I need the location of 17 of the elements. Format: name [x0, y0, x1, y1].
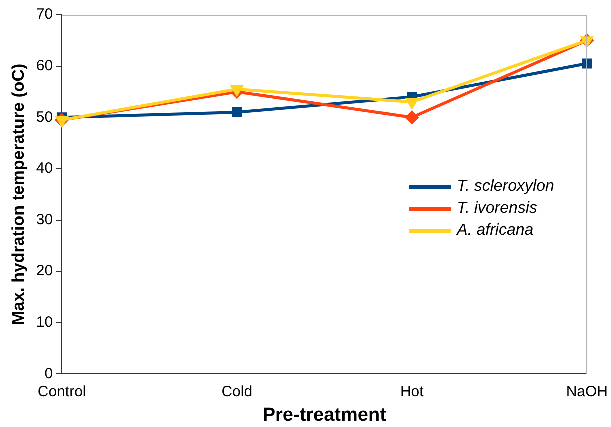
y-tick-label: 50: [36, 108, 54, 126]
y-tick-label: 30: [36, 211, 54, 228]
y-tick-label: 40: [36, 160, 54, 178]
x-tick-label: Hot: [400, 383, 425, 400]
y-tick-label: 60: [36, 57, 54, 74]
y-axis-title: Max. hydration temperature (oC): [8, 64, 28, 326]
y-tick-label: 10: [36, 314, 54, 332]
y-tick-label: 70: [36, 6, 54, 24]
legend-label: A. africana: [457, 220, 535, 241]
x-tick-label: Control: [38, 383, 86, 400]
x-axis-title: Pre-treatment: [262, 404, 388, 426]
y-tick-label: 0: [44, 365, 54, 382]
x-tick-label: NaOH: [566, 383, 608, 400]
legend-label: T. scleroxylon: [457, 176, 556, 197]
y-tick-label: 20: [36, 262, 54, 280]
legend-label: T. ivorensis: [457, 198, 538, 219]
x-tick-label: Cold: [222, 383, 253, 400]
